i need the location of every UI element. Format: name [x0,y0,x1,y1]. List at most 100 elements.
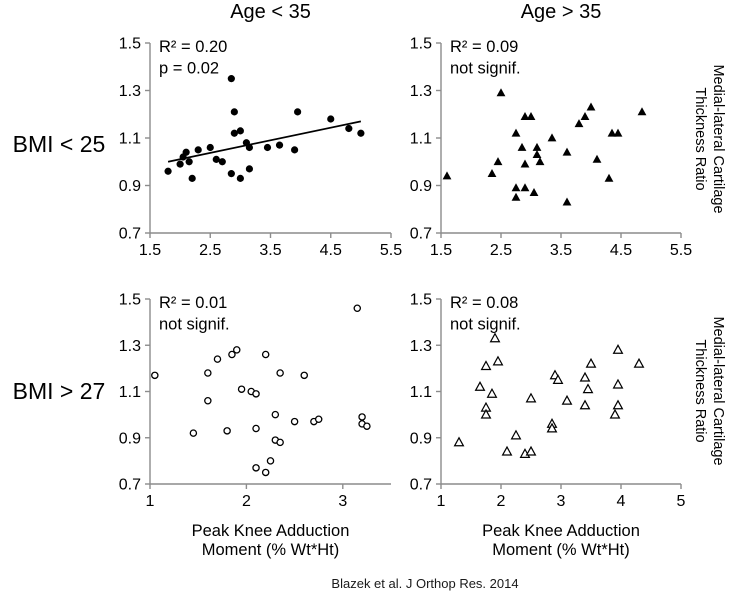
data-point [535,157,545,166]
data-point [345,124,353,133]
data-point [227,170,235,178]
data-point [236,174,244,182]
data-point [613,128,623,137]
r-squared-annotation: R² = 0.08 [450,294,518,312]
data-point [585,357,597,368]
data-point [176,160,184,168]
significance-annotation: not signif. [159,316,230,334]
y-tick-label: 0.9 [119,178,141,195]
data-point [185,158,193,166]
data-point [511,128,521,137]
data-point [188,174,196,182]
data-point [633,357,645,368]
data-point [230,108,238,116]
trend-line [167,120,362,163]
plot-age-over-35-bmi-under-25: 1.51.31.10.90.71.5 2.5 3.5 4.5 5.5R² = 0.09n… [410,36,692,260]
y-axis-label-line2: Thickness Ratio [692,87,708,191]
y-axis-label-line2: Thickness Ratio [692,339,708,443]
x-tick-label: 2 [497,493,506,510]
data-point [151,371,159,380]
x-tick-label: 5.5 [380,242,402,259]
data-point [510,429,522,440]
column-title-age-under-35: Age < 35 [230,1,311,23]
data-point [189,429,198,437]
significance-annotation: not signif. [450,60,521,78]
y-tick-label: 1.3 [119,338,141,355]
r-squared-annotation: R² = 0.09 [450,38,518,56]
data-point [493,157,503,166]
data-point [486,387,498,398]
x-tick-label: 3.5 [550,242,572,259]
y-tick-label: 1.3 [119,83,141,100]
data-point [546,422,558,433]
data-point [442,171,452,180]
y-tick-label: 1.5 [119,292,141,309]
data-point [637,107,647,116]
x-tick-label: 3.5 [259,242,281,259]
data-point [252,424,260,433]
x-tick-label: 5.5 [670,242,692,259]
data-point [261,350,270,359]
data-point [487,169,497,178]
data-point [496,88,506,97]
data-point [228,350,236,359]
x-axis-label-bottom-right: Peak Knee Adduction Moment (% Wt*Ht) [441,522,681,560]
data-point [501,445,513,456]
data-point [290,417,299,426]
r-squared-annotation: R² = 0.01 [159,294,227,312]
data-point [579,399,591,410]
y-tick-label: 1.1 [119,131,141,148]
data-point [357,129,365,137]
data-point [218,158,226,166]
data-point [480,360,492,371]
data-point [213,355,222,363]
y-tick-label: 0.7 [410,226,432,243]
data-point [261,468,270,477]
data-point [547,133,557,142]
data-point [579,371,591,382]
data-point [609,408,621,419]
x-tick-label: 1 [146,493,155,510]
x-tick-label: 2.5 [199,242,221,259]
data-point [245,165,254,173]
data-point [353,304,362,312]
data-point [204,396,212,405]
data-point [604,173,614,182]
data-point [520,112,530,121]
data-point [182,148,190,156]
x-tick-label: 1.5 [139,242,161,259]
data-point [520,183,530,192]
plot-age-under-35-bmi-over-27: 1.5 1.3 1.1 0.9 0.7 1 2 3 R² = 0.01 not signif. [119,292,391,510]
x-tick-label: 2 [242,493,251,510]
data-point [358,413,366,421]
y-tick-label: 1.5 [410,36,432,53]
x-axis-label-line1: Peak Knee Adduction [482,522,640,540]
data-point [294,108,302,116]
x-axis-label-line2: Moment (% Wt*Ht) [201,541,340,559]
column-title-age-over-35: Age > 35 [520,1,602,23]
significance-annotation: p = 0.02 [159,60,219,78]
x-tick-label: 4.5 [610,242,632,259]
data-point [194,146,202,154]
data-point [252,464,260,472]
x-tick-label: 4.5 [320,242,342,259]
data-point [612,399,624,410]
x-tick-label: 5 [677,493,686,510]
data-point [164,167,172,175]
data-point [291,146,299,154]
data-point [582,383,594,394]
data-point [252,390,260,398]
x-axis-label-line1: Peak Knee Adduction [191,522,350,540]
data-point [489,332,501,343]
y-tick-label: 1.3 [410,338,432,355]
data-point [223,427,231,435]
row-label-bmi-over-27: BMI > 27 [12,378,106,404]
data-point [480,408,492,419]
data-point [525,392,537,403]
data-point [552,374,564,384]
data-point [529,188,539,197]
plot-age-over-35-bmi-over-27: 1.5 1.3 1.1 0.9 0.7 1 2 3 4 5 R² = 0.08 not signif. [410,292,686,511]
y-tick-label: 0.9 [410,178,432,195]
x-tick-label: 3 [338,493,347,510]
